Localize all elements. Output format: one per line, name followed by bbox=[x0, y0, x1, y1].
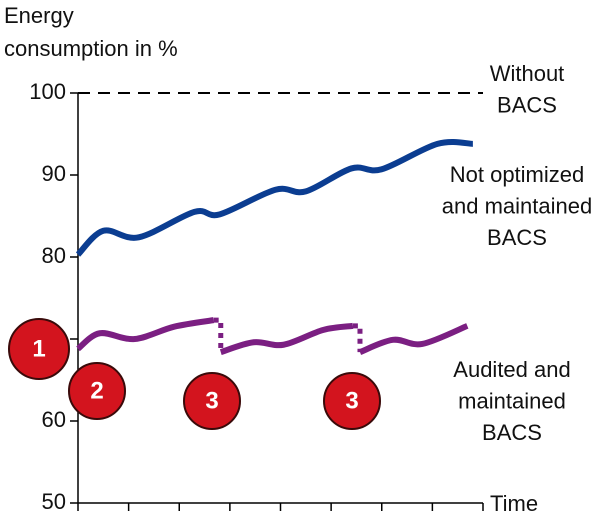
reset-jump bbox=[213, 317, 224, 353]
series-line bbox=[75, 138, 474, 257]
marker-badge: 3 bbox=[323, 372, 381, 430]
svg-text:2: 2 bbox=[90, 377, 103, 404]
svg-text:3: 3 bbox=[205, 387, 218, 414]
series-label: BACS bbox=[497, 92, 557, 117]
y-tick-label: 80 bbox=[42, 243, 66, 268]
series-label: Without bbox=[490, 61, 565, 86]
marker-badge: 2 bbox=[68, 362, 126, 420]
series-label: Audited and bbox=[453, 357, 570, 382]
y-tick-label: 100 bbox=[29, 79, 66, 104]
reset-jump bbox=[352, 323, 363, 353]
series-label: BACS bbox=[482, 420, 542, 445]
y-axis-label: consumption in % bbox=[4, 36, 178, 61]
series-label: and maintained bbox=[442, 193, 592, 218]
marker-badge: 1 bbox=[8, 318, 70, 380]
y-tick-label: 50 bbox=[42, 489, 66, 514]
series-label: Not optimized bbox=[450, 162, 585, 187]
y-tick-label: 90 bbox=[42, 161, 66, 186]
svg-text:1: 1 bbox=[32, 335, 45, 362]
y-axis-label: Energy bbox=[4, 3, 74, 28]
marker-badge: 3 bbox=[183, 372, 241, 430]
series-label: BACS bbox=[487, 225, 547, 250]
y-tick-label: 60 bbox=[42, 407, 66, 432]
series-line bbox=[76, 317, 469, 355]
x-axis-label: Time bbox=[490, 491, 538, 516]
series-label: maintained bbox=[458, 388, 566, 413]
svg-text:3: 3 bbox=[345, 387, 358, 414]
